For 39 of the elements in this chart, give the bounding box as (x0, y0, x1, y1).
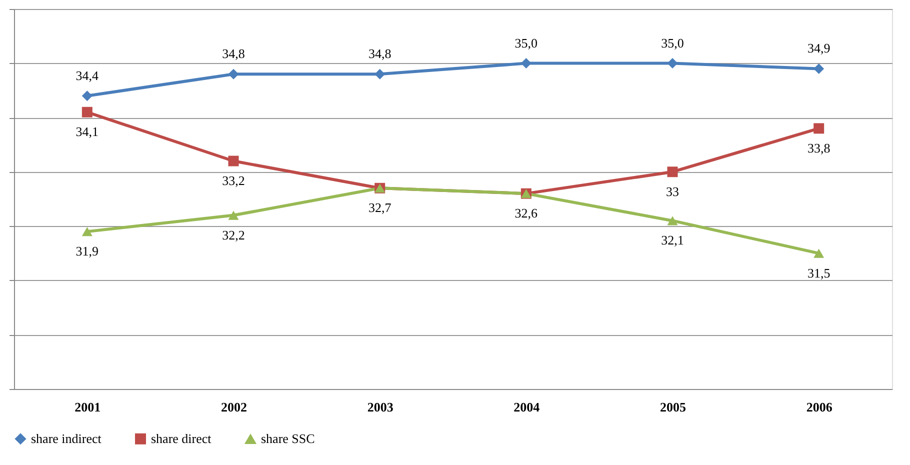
point (667, 58, 678, 69)
x-tick-label: 2003 (367, 400, 394, 414)
data-label: 33,2 (222, 173, 245, 188)
data-label: 32,7 (368, 200, 392, 216)
data-label: 33 (666, 184, 679, 199)
legend-label: share indirect (31, 430, 102, 446)
data-label: 34,9 (807, 40, 830, 56)
data-label: 31,9 (76, 244, 99, 259)
legend-label: share direct (151, 430, 212, 446)
point (374, 68, 386, 80)
point (228, 68, 239, 80)
data-label: 33,8 (807, 140, 830, 156)
data-label: 32,6 (514, 206, 538, 221)
point (82, 90, 92, 102)
point (667, 166, 678, 178)
x-tick-label: 2001 (74, 400, 101, 414)
point (814, 63, 824, 74)
x-tick-label: 2002 (221, 400, 247, 414)
x-tick-label: 2006 (806, 400, 833, 414)
data-label: 34,4 (76, 68, 100, 83)
point (82, 106, 92, 118)
data-label: 34,1 (76, 124, 99, 140)
point (814, 248, 824, 258)
point (228, 210, 239, 220)
point (82, 227, 92, 236)
point (228, 156, 239, 166)
data-label: 32,1 (661, 232, 684, 248)
point (520, 58, 532, 69)
data-label: 31,5 (807, 265, 830, 280)
x-tick-label: 2004 (514, 400, 540, 414)
point (814, 123, 824, 134)
data-label: 35,0 (661, 35, 684, 50)
data-label: 32,2 (222, 227, 245, 242)
data-label: 35,0 (514, 35, 538, 50)
data-label: 34,8 (222, 46, 245, 62)
legend-label: share SSC (261, 431, 315, 446)
x-tick-label: 2005 (660, 400, 686, 414)
point (667, 216, 678, 226)
data-label: 34,8 (368, 46, 392, 62)
